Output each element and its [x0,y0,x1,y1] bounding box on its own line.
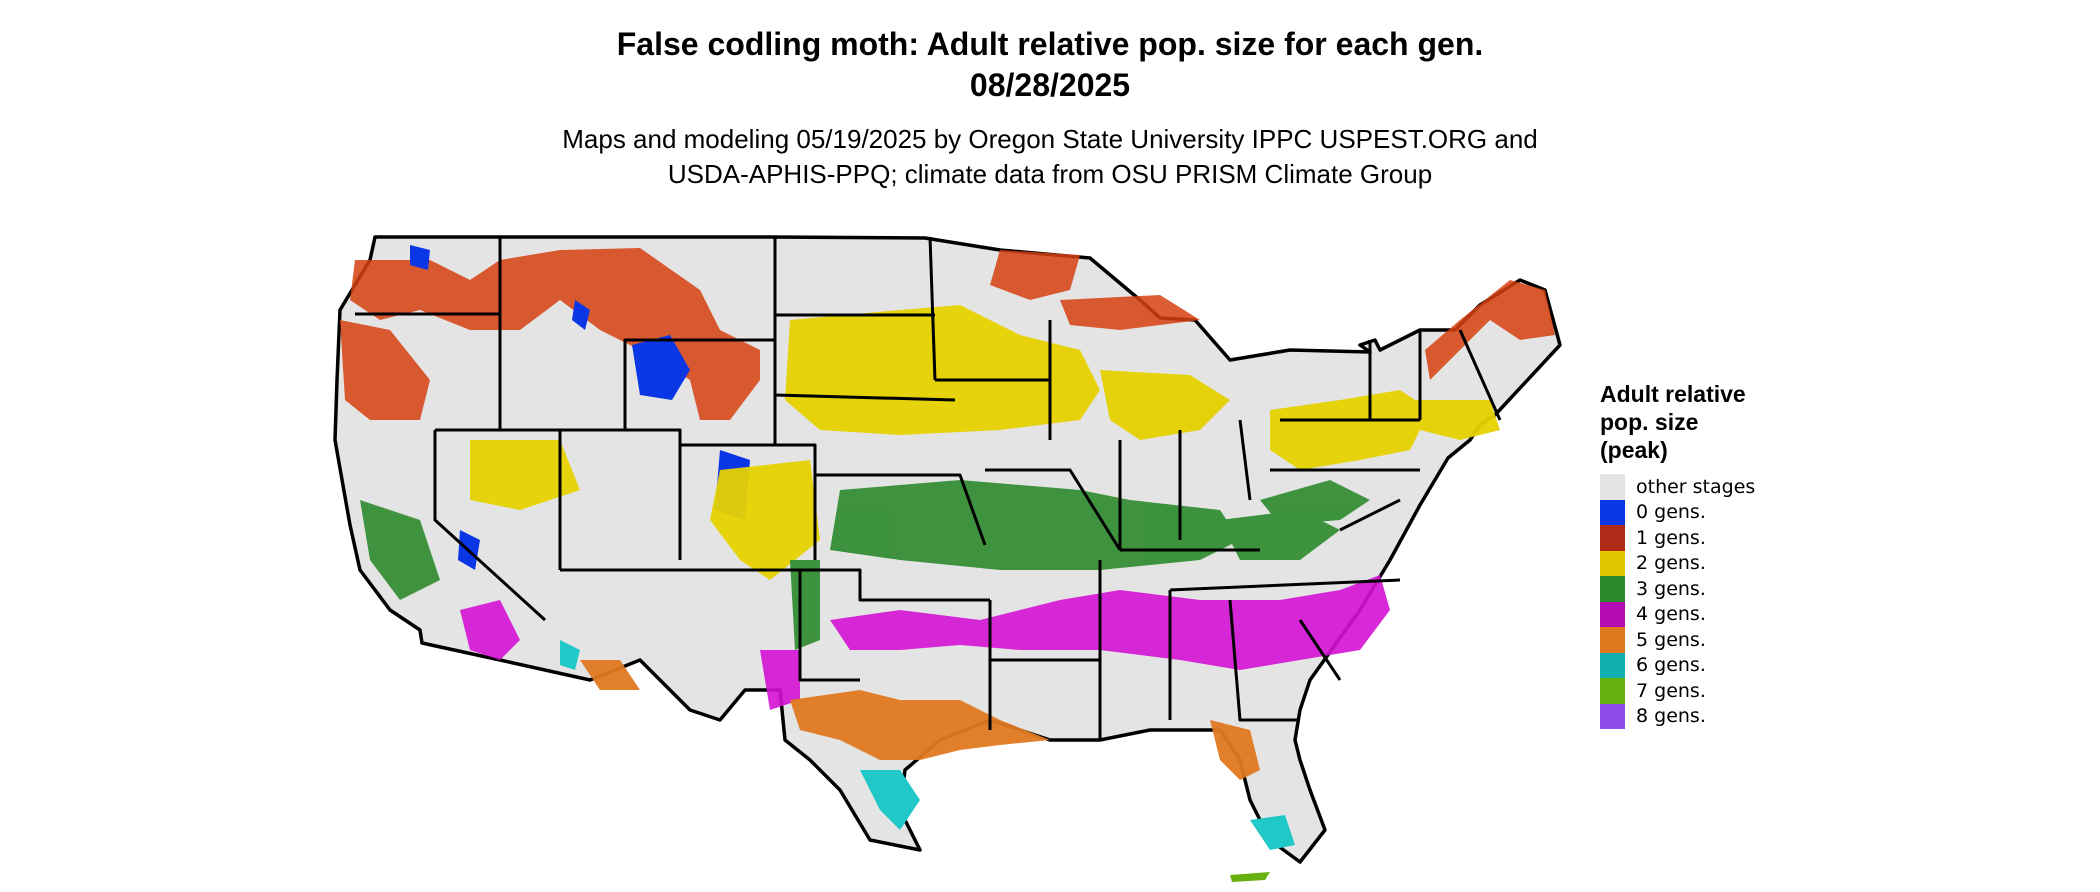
legend-label: 0 gens. [1636,501,1706,524]
legend-title-line-1: Adult relative [1600,381,1746,407]
gen1-regions [340,248,1555,420]
legend-label: 5 gens. [1636,628,1706,651]
legend-swatch [1600,550,1625,576]
legend-item: 5 gens. [1600,627,1820,653]
legend-label: 4 gens. [1636,603,1706,626]
legend-swatch [1600,703,1625,729]
legend-item: 2 gens. [1600,550,1820,576]
subtitle-line-2: USDA-APHIS-PPQ; climate data from OSU PR… [667,159,1433,189]
title-date: 08/28/2025 [969,67,1131,103]
legend-label: 7 gens. [1636,679,1706,702]
legend-label: 8 gens. [1636,705,1706,728]
legend-item: other stages [1600,474,1820,500]
legend-swatch [1600,601,1625,627]
gen2-regions [470,305,1500,580]
legend-items: other stages 0 gens. 1 gens. 2 gens. 3 gens.… [1600,474,1820,729]
gen7-regions [1230,872,1270,882]
legend-title-line-2: pop. size [1600,409,1699,435]
legend-title-line-3: (peak) [1600,437,1668,463]
gen6-regions [560,640,1295,850]
gen5-regions [580,660,1260,780]
legend-label: 3 gens. [1636,577,1706,600]
legend: Adult relative pop. size (peak) other st… [1600,380,1820,729]
legend-swatch [1600,525,1625,551]
legend-label: other stages [1636,475,1756,498]
legend-title: Adult relative pop. size (peak) [1600,380,1820,464]
legend-item: 8 gens. [1600,703,1820,729]
legend-item: 3 gens. [1600,576,1820,602]
legend-swatch [1600,652,1625,678]
legend-item: 7 gens. [1600,678,1820,704]
gen3-regions [360,480,1370,650]
map-title: False codling moth: Adult relative pop. … [0,24,2100,106]
state-borders [355,236,1502,740]
legend-item: 6 gens. [1600,652,1820,678]
legend-item: 1 gens. [1600,525,1820,551]
legend-swatch [1600,576,1625,602]
map-subtitle: Maps and modeling 05/19/2025 by Oregon S… [0,122,2100,192]
legend-item: 0 gens. [1600,499,1820,525]
legend-swatch [1600,474,1625,500]
legend-label: 2 gens. [1636,552,1706,575]
title-line-1: False codling moth: Adult relative pop. … [616,26,1484,62]
legend-label: 1 gens. [1636,526,1706,549]
legend-swatch [1600,499,1625,525]
legend-item: 4 gens. [1600,601,1820,627]
legend-label: 6 gens. [1636,654,1706,677]
legend-swatch [1600,627,1625,653]
gen4-regions [460,575,1390,710]
legend-swatch [1600,678,1625,704]
subtitle-line-1: Maps and modeling 05/19/2025 by Oregon S… [562,124,1538,154]
